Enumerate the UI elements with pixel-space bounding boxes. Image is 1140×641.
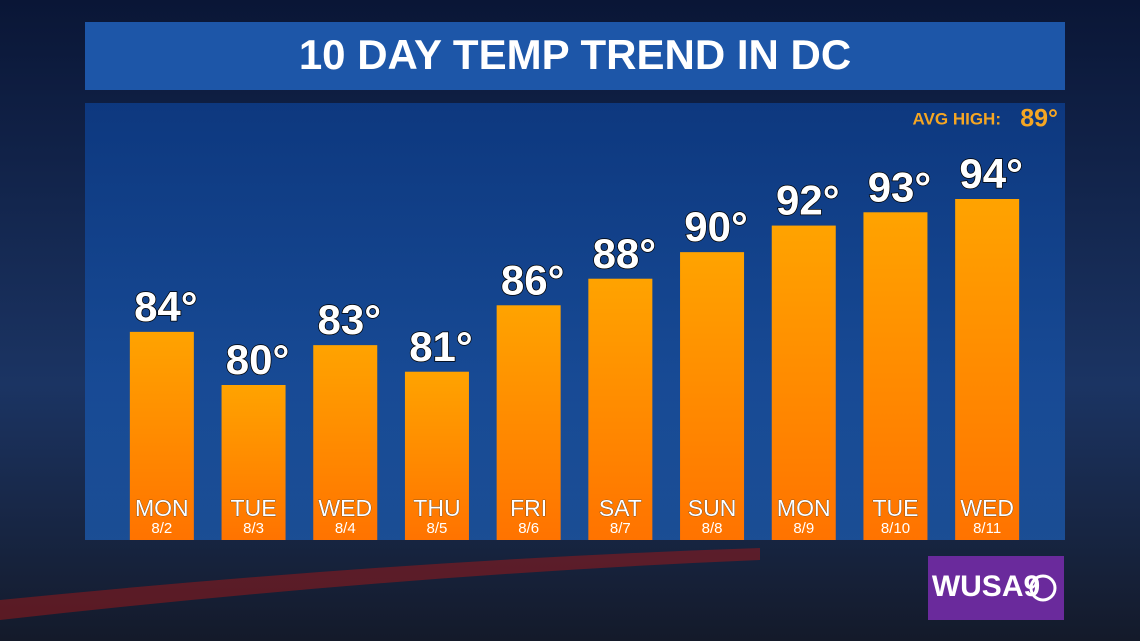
value-label: 80° (226, 336, 290, 383)
bar (771, 225, 836, 541)
x-tick-label: WED (960, 495, 1014, 521)
date-label: 8/10 (881, 520, 910, 537)
avg-high-label: AVG HIGH: (913, 109, 1001, 128)
bar (863, 212, 928, 541)
light-trail (0, 548, 760, 620)
bar (221, 385, 286, 540)
bar (313, 345, 378, 540)
bar (588, 278, 653, 540)
chart-title: 10 DAY TEMP TREND IN DC (299, 31, 851, 78)
value-label: 84° (134, 283, 198, 330)
date-label: 8/7 (610, 520, 631, 537)
bar (680, 252, 745, 540)
logo-box (928, 556, 1064, 620)
x-tick-label: THU (413, 495, 460, 521)
value-label: 81° (409, 323, 473, 370)
logo: WUSA9 (932, 570, 1040, 603)
x-tick-label: SAT (599, 495, 642, 521)
date-label: 8/11 (973, 520, 1001, 537)
date-label: 8/2 (151, 520, 172, 537)
title-banner (85, 22, 1065, 90)
x-tick-label: WED (318, 495, 372, 521)
value-label: 86° (501, 256, 565, 303)
avg-high-value: 89° (1020, 105, 1058, 133)
date-label: 8/6 (518, 520, 539, 537)
value-label: 94° (959, 150, 1023, 197)
value-label: 90° (684, 203, 748, 250)
value-label: 92° (776, 177, 840, 224)
x-tick-label: MON (777, 495, 831, 521)
x-tick-label: FRI (510, 495, 547, 521)
value-label: 83° (317, 296, 381, 343)
bar (129, 331, 194, 540)
bar (404, 371, 469, 540)
date-label: 8/9 (793, 520, 814, 537)
date-label: 8/5 (427, 520, 448, 537)
date-label: 8/3 (243, 520, 264, 537)
x-tick-label: TUE (872, 495, 918, 521)
date-label: 8/8 (702, 520, 723, 537)
date-label: 8/4 (335, 520, 356, 537)
bar (496, 305, 561, 540)
value-label: 93° (868, 163, 932, 210)
x-tick-label: SUN (688, 495, 737, 521)
logo-icon (1029, 574, 1057, 602)
x-tick-label: TUE (231, 495, 277, 521)
value-label: 88° (593, 230, 657, 277)
bar (955, 199, 1020, 540)
x-tick-label: MON (135, 495, 189, 521)
